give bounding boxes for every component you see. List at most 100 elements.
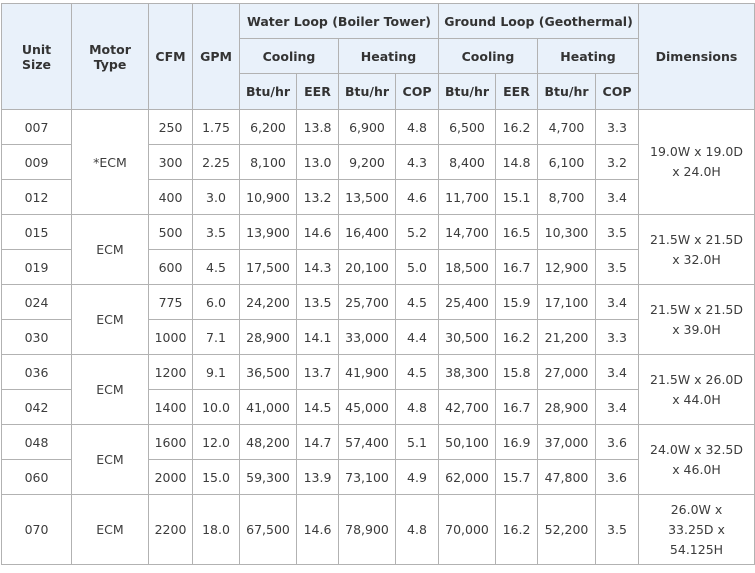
cell-wl-cool-btu: 10,900 xyxy=(239,179,297,215)
cell-wl-cop: 4.8 xyxy=(395,389,439,425)
cell-wl-heat-btu: 45,000 xyxy=(338,389,396,425)
cell-wl-cop: 4.5 xyxy=(395,284,439,320)
cell-cfm: 775 xyxy=(148,284,193,320)
cell-wl-cool-btu: 13,900 xyxy=(239,214,297,250)
cell-wl-heat-btu: 6,900 xyxy=(338,109,396,145)
cell-wl-eer: 13.5 xyxy=(296,284,339,320)
cell-wl-heat-btu: 57,400 xyxy=(338,424,396,460)
cell-gl-cop: 3.2 xyxy=(595,144,639,180)
table-row: 009 300 2.25 8,100 13.0 9,200 4.3 8,400 … xyxy=(1,144,755,180)
cell-cfm: 250 xyxy=(148,109,193,145)
table-row: 012 400 3.0 10,900 13.2 13,500 4.6 11,70… xyxy=(1,179,755,215)
cell-unit-size: 024 xyxy=(1,284,72,320)
cell-dimensions: 21.5W x 26.0D x 44.0H xyxy=(638,354,755,425)
cell-motor-type: ECM xyxy=(71,424,149,495)
spec-table: Unit Size Motor Type CFM GPM Water Loop (B… xyxy=(1,3,755,565)
cell-gl-heat-btu: 52,200 xyxy=(537,494,596,565)
cell-motor-type: ECM xyxy=(71,284,149,355)
cell-wl-cool-btu: 48,200 xyxy=(239,424,297,460)
cell-gpm: 2.25 xyxy=(192,144,240,180)
cell-gl-cool-btu: 38,300 xyxy=(438,354,496,390)
cell-gl-eer: 15.8 xyxy=(495,354,538,390)
header-motor-type: Motor Type xyxy=(71,3,149,110)
header-wl-heating: Heating xyxy=(338,38,439,74)
cell-gl-eer: 16.7 xyxy=(495,249,538,285)
cell-wl-cop: 4.8 xyxy=(395,109,439,145)
cell-gl-eer: 16.2 xyxy=(495,109,538,145)
header-gl-eer: EER xyxy=(495,73,538,110)
cell-unit-size: 036 xyxy=(1,354,72,390)
header-wl-cop: COP xyxy=(395,73,439,110)
cell-gl-eer: 16.2 xyxy=(495,494,538,565)
cell-dimensions: 19.0W x 19.0D x 24.0H xyxy=(638,109,755,215)
cell-motor-type: *ECM xyxy=(71,109,149,215)
cell-unit-size: 012 xyxy=(1,179,72,215)
cell-unit-size: 015 xyxy=(1,214,72,250)
header-gl-heat-btu: Btu/hr xyxy=(537,73,596,110)
cell-gl-eer: 16.7 xyxy=(495,389,538,425)
cell-gl-cool-btu: 6,500 xyxy=(438,109,496,145)
cell-motor-type: ECM xyxy=(71,214,149,285)
cell-gl-heat-btu: 8,700 xyxy=(537,179,596,215)
cell-wl-heat-btu: 78,900 xyxy=(338,494,396,565)
header-gl-cooling: Cooling xyxy=(438,38,538,74)
cell-cfm: 1200 xyxy=(148,354,193,390)
cell-cfm: 600 xyxy=(148,249,193,285)
cell-gl-eer: 16.2 xyxy=(495,319,538,355)
cell-gl-heat-btu: 21,200 xyxy=(537,319,596,355)
cell-gpm: 4.5 xyxy=(192,249,240,285)
cell-wl-cool-btu: 59,300 xyxy=(239,459,297,495)
cell-unit-size: 019 xyxy=(1,249,72,285)
cell-gl-cop: 3.5 xyxy=(595,249,639,285)
cell-unit-size: 030 xyxy=(1,319,72,355)
cell-wl-cool-btu: 67,500 xyxy=(239,494,297,565)
cell-gpm: 3.5 xyxy=(192,214,240,250)
cell-gl-heat-btu: 10,300 xyxy=(537,214,596,250)
cell-gl-cop: 3.3 xyxy=(595,109,639,145)
cell-gl-eer: 14.8 xyxy=(495,144,538,180)
cell-gl-cool-btu: 8,400 xyxy=(438,144,496,180)
cell-gpm: 3.0 xyxy=(192,179,240,215)
cell-gl-eer: 15.7 xyxy=(495,459,538,495)
cell-wl-eer: 13.7 xyxy=(296,354,339,390)
cell-wl-eer: 14.1 xyxy=(296,319,339,355)
cell-wl-cool-btu: 24,200 xyxy=(239,284,297,320)
cell-wl-cop: 5.2 xyxy=(395,214,439,250)
table-row: 030 1000 7.1 28,900 14.1 33,000 4.4 30,5… xyxy=(1,319,755,355)
header-row-units: Btu/hr EER Btu/hr COP Btu/hr EER Btu/hr … xyxy=(2,73,755,110)
cell-unit-size: 042 xyxy=(1,389,72,425)
cell-wl-cop: 4.8 xyxy=(395,494,439,565)
cell-gl-cop: 3.5 xyxy=(595,214,639,250)
table-row: 042 1400 10.0 41,000 14.5 45,000 4.8 42,… xyxy=(1,389,755,425)
cell-wl-heat-btu: 13,500 xyxy=(338,179,396,215)
cell-cfm: 400 xyxy=(148,179,193,215)
cell-wl-eer: 14.6 xyxy=(296,494,339,565)
cell-wl-cool-btu: 6,200 xyxy=(239,109,297,145)
cell-unit-size: 048 xyxy=(1,424,72,460)
cell-gl-cop: 3.4 xyxy=(595,354,639,390)
cell-gl-cop: 3.6 xyxy=(595,459,639,495)
cell-wl-cool-btu: 41,000 xyxy=(239,389,297,425)
cell-wl-eer: 13.9 xyxy=(296,459,339,495)
cell-wl-heat-btu: 73,100 xyxy=(338,459,396,495)
cell-wl-heat-btu: 20,100 xyxy=(338,249,396,285)
header-unit-size: Unit Size xyxy=(1,3,72,110)
cell-unit-size: 060 xyxy=(1,459,72,495)
table-row: 019 600 4.5 17,500 14.3 20,100 5.0 18,50… xyxy=(1,249,755,285)
cell-wl-eer: 14.5 xyxy=(296,389,339,425)
cell-gl-cool-btu: 50,100 xyxy=(438,424,496,460)
cell-gl-heat-btu: 27,000 xyxy=(537,354,596,390)
cell-gpm: 6.0 xyxy=(192,284,240,320)
cell-gpm: 12.0 xyxy=(192,424,240,460)
cell-wl-cop: 5.1 xyxy=(395,424,439,460)
cell-gl-cop: 3.3 xyxy=(595,319,639,355)
cell-unit-size: 070 xyxy=(1,494,72,565)
cell-wl-eer: 14.7 xyxy=(296,424,339,460)
cell-gpm: 15.0 xyxy=(192,459,240,495)
cell-gpm: 7.1 xyxy=(192,319,240,355)
cell-gl-eer: 15.1 xyxy=(495,179,538,215)
cell-gl-cool-btu: 62,000 xyxy=(438,459,496,495)
header-water-loop: Water Loop (Boiler Tower) xyxy=(239,3,439,39)
cell-wl-heat-btu: 33,000 xyxy=(338,319,396,355)
cell-wl-cool-btu: 8,100 xyxy=(239,144,297,180)
